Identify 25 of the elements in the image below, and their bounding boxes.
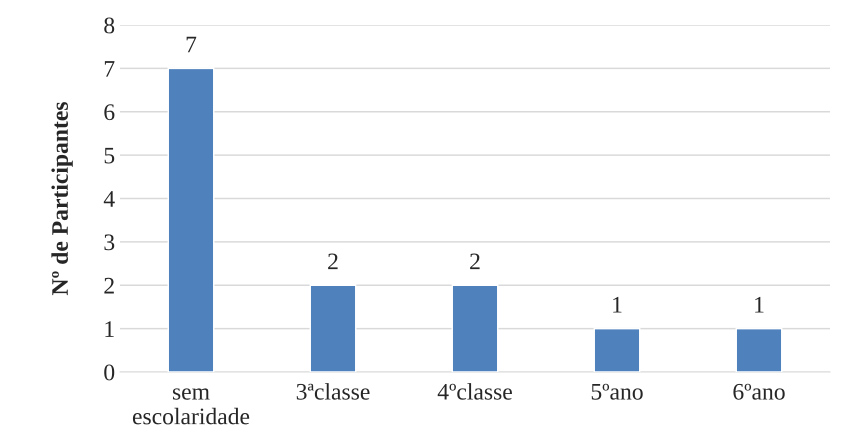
- data-label: 1: [613, 296, 622, 312]
- y-tick-label: 6: [104, 104, 114, 120]
- bar: [310, 284, 356, 372]
- x-tick-label: 3ªclasse: [296, 383, 370, 400]
- y-tick-label: 2: [104, 278, 114, 294]
- y-tick-label: 4: [104, 191, 115, 207]
- y-tick-label: 1: [105, 321, 114, 337]
- bar: [452, 284, 498, 372]
- bar: [594, 328, 640, 372]
- y-tick-label: 0: [104, 364, 114, 380]
- data-label: 7: [186, 36, 196, 52]
- y-tick-label: 8: [104, 17, 114, 34]
- data-label: 1: [755, 296, 764, 312]
- x-tick-label: 5ºano: [592, 384, 643, 400]
- x-tick-label: 6ºano: [733, 384, 785, 400]
- y-axis-title: Nº de Participantes: [51, 102, 73, 296]
- x-tick-label: sem escolaridade: [132, 388, 250, 424]
- y-tick-label: 5: [104, 148, 114, 164]
- x-tick-label: 4ºclasse: [438, 383, 512, 400]
- data-label: 2: [328, 253, 338, 270]
- y-tick-label: 3: [104, 234, 114, 250]
- y-tick-label: 7: [104, 61, 114, 77]
- bar: [168, 68, 214, 372]
- bar: [736, 328, 782, 372]
- data-label: 2: [470, 253, 480, 270]
